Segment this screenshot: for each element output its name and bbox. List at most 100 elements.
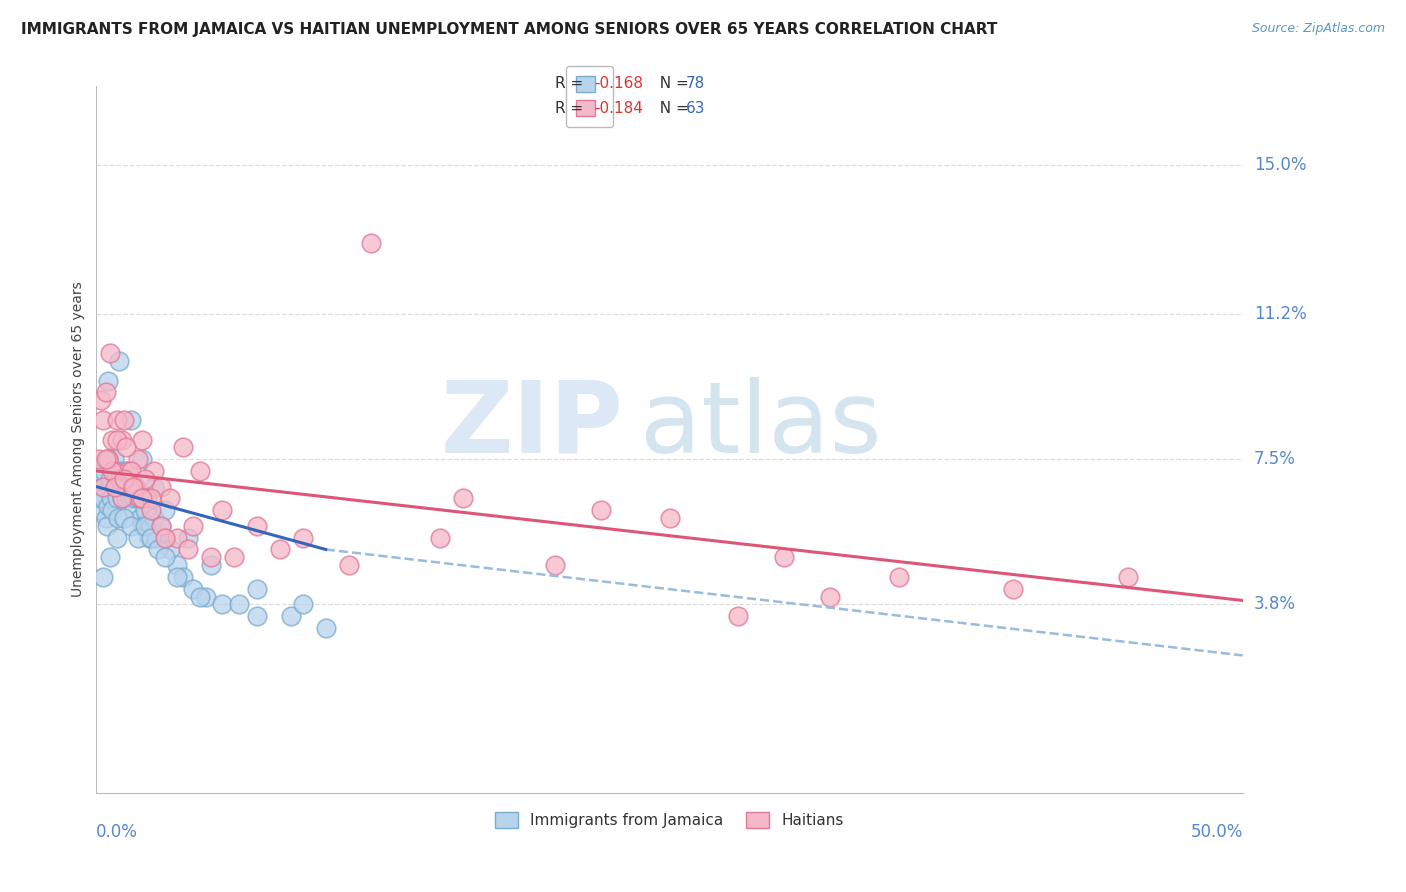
Point	[1002, 582, 1025, 596]
Point	[97, 500, 120, 514]
Point	[181, 582, 204, 596]
Point	[127, 491, 149, 506]
Point	[104, 480, 127, 494]
Point	[138, 531, 160, 545]
Point	[159, 491, 181, 506]
Point	[177, 542, 200, 557]
Point	[125, 480, 148, 494]
Point	[142, 464, 165, 478]
Point	[222, 550, 245, 565]
Point	[134, 503, 156, 517]
Point	[94, 452, 117, 467]
Point	[211, 598, 233, 612]
Text: 3.8%: 3.8%	[1254, 595, 1296, 614]
Point	[121, 472, 143, 486]
Point	[200, 558, 222, 573]
Point	[97, 374, 120, 388]
Point	[105, 413, 128, 427]
Point	[211, 503, 233, 517]
Point	[124, 491, 146, 506]
Text: 15.0%: 15.0%	[1254, 156, 1306, 174]
Point	[291, 531, 314, 545]
Point	[153, 550, 176, 565]
Point	[280, 609, 302, 624]
Point	[112, 480, 135, 494]
Point	[98, 550, 121, 565]
Point	[107, 511, 129, 525]
Point	[118, 491, 141, 506]
Point	[122, 480, 145, 494]
Point	[103, 452, 125, 467]
Point	[101, 433, 124, 447]
Point	[87, 503, 110, 517]
Point	[148, 542, 170, 557]
Point	[110, 464, 132, 478]
Point	[727, 609, 749, 624]
Point	[153, 503, 176, 517]
Point	[131, 519, 153, 533]
Point	[188, 464, 211, 478]
Point	[141, 491, 163, 506]
Point	[104, 472, 127, 486]
Point	[110, 491, 132, 506]
Point	[100, 491, 122, 506]
Point	[142, 480, 165, 494]
Point	[141, 503, 163, 517]
Point	[246, 582, 269, 596]
Point	[172, 570, 194, 584]
Point	[120, 413, 142, 427]
Point	[188, 590, 211, 604]
Point	[153, 531, 176, 545]
Point	[120, 519, 142, 533]
Point	[89, 491, 111, 506]
Point	[108, 480, 131, 494]
Point	[135, 519, 157, 533]
Text: N =: N =	[650, 102, 693, 116]
Point	[115, 441, 138, 455]
Point	[117, 464, 139, 478]
Point	[91, 480, 114, 494]
Point	[112, 511, 135, 525]
Point	[105, 433, 128, 447]
Point	[93, 464, 115, 478]
Point	[131, 491, 153, 506]
Text: IMMIGRANTS FROM JAMAICA VS HAITIAN UNEMPLOYMENT AMONG SENIORS OVER 65 YEARS CORR: IMMIGRANTS FROM JAMAICA VS HAITIAN UNEMP…	[21, 22, 997, 37]
Point	[108, 354, 131, 368]
Point	[228, 598, 250, 612]
Text: 7.5%: 7.5%	[1254, 450, 1296, 468]
Point	[129, 511, 152, 525]
Point	[111, 472, 134, 486]
Text: N =: N =	[650, 77, 693, 91]
Point	[142, 511, 165, 525]
Point	[166, 558, 188, 573]
Point	[149, 480, 172, 494]
Point	[429, 531, 451, 545]
Point	[105, 491, 128, 506]
Point	[101, 503, 124, 517]
Text: ZIP: ZIP	[440, 377, 623, 474]
Point	[149, 519, 172, 533]
Text: 63: 63	[686, 102, 706, 116]
Point	[166, 531, 188, 545]
Point	[110, 433, 132, 447]
Point	[96, 519, 118, 533]
Point	[200, 550, 222, 565]
Point	[451, 491, 474, 506]
Text: 78: 78	[686, 77, 706, 91]
Point	[1116, 570, 1139, 584]
Point	[97, 452, 120, 467]
Point	[269, 542, 291, 557]
Point	[181, 519, 204, 533]
Point	[773, 550, 796, 565]
Point	[246, 519, 269, 533]
Text: R =: R =	[555, 102, 589, 116]
Point	[122, 491, 145, 506]
Point	[122, 503, 145, 517]
Text: -0.168: -0.168	[595, 77, 644, 91]
Point	[105, 531, 128, 545]
Point	[112, 413, 135, 427]
Point	[108, 472, 131, 486]
Point	[98, 472, 121, 486]
Point	[91, 413, 114, 427]
Point	[91, 570, 114, 584]
